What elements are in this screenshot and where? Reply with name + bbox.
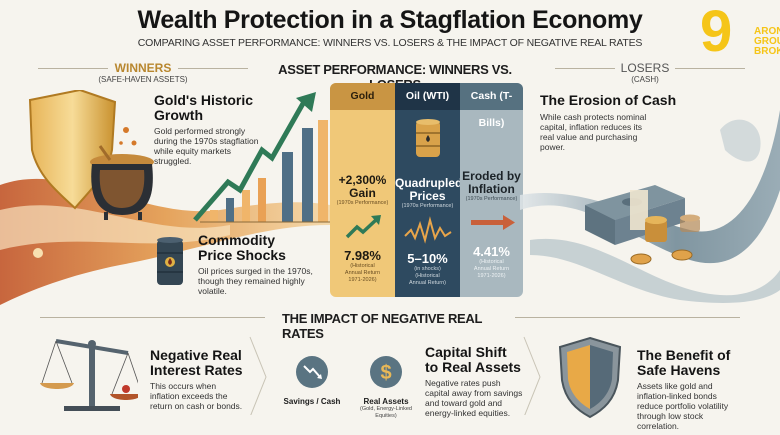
gold-return: 7.98% xyxy=(344,248,381,263)
trend-down-icon xyxy=(296,356,328,388)
balance-scale-icon xyxy=(40,339,138,411)
gold-up-trend-icon xyxy=(345,215,381,239)
growth-arrow-icon xyxy=(193,98,308,222)
impact-rule-left xyxy=(40,317,265,318)
erosion-desc: While cash protects nominal capital, inf… xyxy=(540,112,647,152)
safe-haven-shield-icon xyxy=(558,336,622,419)
impact-rule-right xyxy=(515,317,740,318)
column-gold: Gold +2,300% Gain (1970s Performance) 7.9… xyxy=(330,83,395,297)
safe-havens-block: The Benefit of Safe Havens Assets like go… xyxy=(637,347,772,432)
logo-line-2: GROUPS xyxy=(754,36,780,47)
logo-line-3: BROKER xyxy=(754,46,780,57)
coins-icon xyxy=(630,214,700,265)
winners-sublabel: (SAFE-HAVEN ASSETS) xyxy=(98,75,188,84)
oil-headline: Quadrupled Prices xyxy=(395,176,463,203)
losers-rule-right xyxy=(675,68,745,69)
capital-shift-title: Capital Shift to Real Assets xyxy=(425,344,521,375)
oil-volatility-icon xyxy=(403,216,452,244)
savings-cash-label: Savings / Cash xyxy=(283,397,341,406)
commodity-title: Commodity Price Shocks xyxy=(198,232,286,263)
dollar-coin-icon: $ xyxy=(370,356,402,388)
safe-havens-desc: Assets like gold and inflation-linked bo… xyxy=(637,381,729,431)
negative-rates-block: Negative Real Interest Rates This occurs … xyxy=(150,347,260,412)
safe-havens-title: The Benefit of Safe Havens xyxy=(637,347,731,378)
negative-rates-desc: This occurs when inflation exceeds the r… xyxy=(150,381,243,411)
oil-drum-icon xyxy=(415,119,440,157)
gold-return-note: (Historical Annual Return 1971-2026) xyxy=(344,263,381,283)
page-subtitle: COMPARING ASSET PERFORMANCE: WINNERS VS.… xyxy=(137,37,643,49)
column-oil-header: Oil (WTI) xyxy=(395,83,460,110)
oil-return: 5–10% xyxy=(407,251,448,266)
gold-headline: +2,300% Gain xyxy=(338,173,387,200)
real-assets-sub: (Gold, Energy-Linked Equities) xyxy=(360,406,412,419)
commodity-desc: Oil prices surged in the 1970s, though t… xyxy=(198,266,313,296)
chevron-right-icon xyxy=(523,336,541,415)
performance-table: Gold +2,300% Gain (1970s Performance) 7.9… xyxy=(330,83,523,297)
growth-bar-chart-icon xyxy=(200,120,330,223)
gold-growth-desc: Gold performed strongly during the 1970s… xyxy=(154,126,259,166)
column-cash: Cash (T-Bills) Eroded by Inflation (1970s… xyxy=(460,83,523,297)
winners-illustration xyxy=(0,90,330,305)
impact-heading: THE IMPACT OF NEGATIVE REAL RATES xyxy=(282,311,482,341)
column-gold-header: Gold xyxy=(330,83,395,110)
cash-headline: Eroded by Inflation xyxy=(462,169,521,196)
logo-numeral: 9 xyxy=(700,0,733,64)
cash-period: (1970s Performance) xyxy=(465,196,518,202)
cash-return-note: (Historical Annual Return 1971-2026) xyxy=(473,259,510,279)
losers-rule-left xyxy=(555,68,615,69)
gold-growth-title: Gold's Historic Growth xyxy=(154,92,254,123)
page-title: Wealth Protection in a Stagflation Econo… xyxy=(137,6,643,34)
cash-return: 4.41% xyxy=(473,244,510,259)
losers-sublabel: (CASH) xyxy=(631,75,659,84)
capital-shift-desc: Negative rates push capital away from sa… xyxy=(425,378,523,418)
chevron-right-icon xyxy=(249,336,267,415)
logo-line-1: ARON xyxy=(754,26,780,37)
brand-logo: 9 ARON GROUPS BROKER xyxy=(700,0,780,64)
capital-shift-block: Capital Shift to Real Assets Negative rat… xyxy=(425,344,535,419)
winners-rule-right xyxy=(178,68,248,69)
oil-barrel-icon xyxy=(157,237,183,285)
oil-return-note: (in shocks) (Historical Annual Return) xyxy=(409,266,446,286)
column-oil: Oil (WTI) Quadrupled Prices (1970s Perfor… xyxy=(395,83,463,297)
cash-decline-arrow-icon xyxy=(470,215,515,230)
real-assets-node: $ Real Assets (Gold, Energy-Linked Equit… xyxy=(355,355,417,420)
losers-illustration xyxy=(520,110,780,303)
oil-period: (1970s Performance) xyxy=(401,203,454,209)
gold-cauldron-icon xyxy=(90,127,154,220)
real-assets-label: Real Assets xyxy=(363,397,409,406)
winners-label: WINNERS xyxy=(114,61,172,75)
losers-label: LOSERS xyxy=(620,61,670,75)
erosion-title: The Erosion of Cash xyxy=(540,92,677,108)
logo-wordmark: ARON GROUPS BROKER xyxy=(754,27,780,57)
gold-growth-block: Gold's Historic Growth Gold performed str… xyxy=(154,92,284,167)
column-cash-header: Cash (T-Bills) xyxy=(460,83,523,129)
gold-period: (1970s Performance) xyxy=(336,200,389,206)
svg-text:$: $ xyxy=(380,362,391,384)
erosion-of-cash-block: The Erosion of Cash While cash protects … xyxy=(540,92,700,153)
savings-cash-node: Savings / Cash xyxy=(282,355,342,406)
winners-rule-left xyxy=(38,68,108,69)
negative-rates-title: Negative Real Interest Rates xyxy=(150,347,243,378)
commodity-block: Commodity Price Shocks Oil prices surged … xyxy=(198,232,328,297)
